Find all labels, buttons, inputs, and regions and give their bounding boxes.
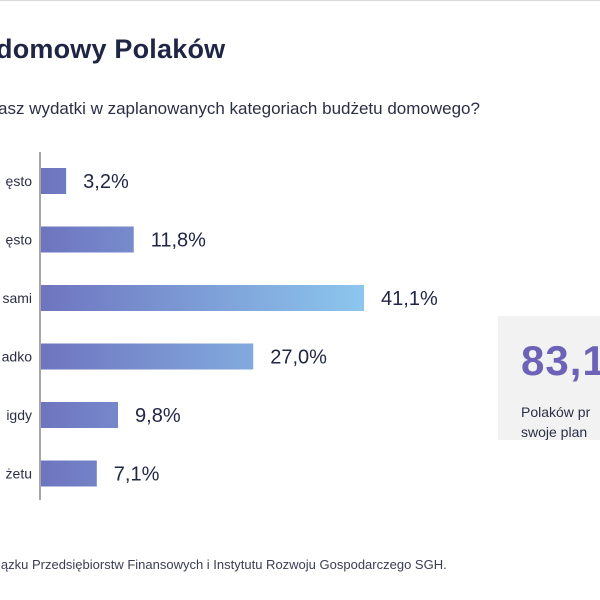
- bar: [41, 285, 365, 311]
- chart-title: domowy Polaków: [0, 34, 226, 64]
- value-label: 27,0%: [270, 347, 327, 369]
- callout-text-line-1: Polaków pr: [521, 404, 591, 420]
- value-label: 11,8%: [151, 230, 206, 252]
- bar: [41, 460, 97, 487]
- callout-text: Polaków pr swoje plan: [521, 402, 600, 442]
- category-label: żetu: [6, 466, 32, 482]
- chart-subtitle: asz wydatki w zaplanowanych kategoriach …: [0, 99, 480, 118]
- bar: [41, 402, 119, 428]
- top-border: [0, 0, 600, 1]
- category-label: igdy: [6, 407, 32, 423]
- callout-text-line-2: swoje plan: [521, 424, 588, 440]
- bar-chart: ęsto 3,2% ęsto 11,8% sami 41,1% adko 27,0% igdy 9…: [2, 152, 438, 500]
- category-label: sami: [2, 290, 32, 306]
- value-label: 9,8%: [135, 405, 181, 427]
- category-label: ęsto: [6, 173, 33, 189]
- value-label: 41,1%: [381, 288, 438, 310]
- bar: [41, 226, 134, 253]
- callout-value: 83,1: [521, 337, 600, 384]
- source-note: iązku Przedsiębiorstw Finansowych i Inst…: [0, 557, 447, 572]
- value-label: 3,2%: [83, 171, 129, 193]
- bar: [41, 168, 67, 194]
- value-label: 7,1%: [114, 464, 160, 486]
- stat-callout: 83,1 Polaków pr swoje plan: [498, 316, 600, 440]
- bar: [41, 343, 254, 370]
- category-label: ęsto: [6, 232, 33, 248]
- category-label: adko: [2, 349, 33, 365]
